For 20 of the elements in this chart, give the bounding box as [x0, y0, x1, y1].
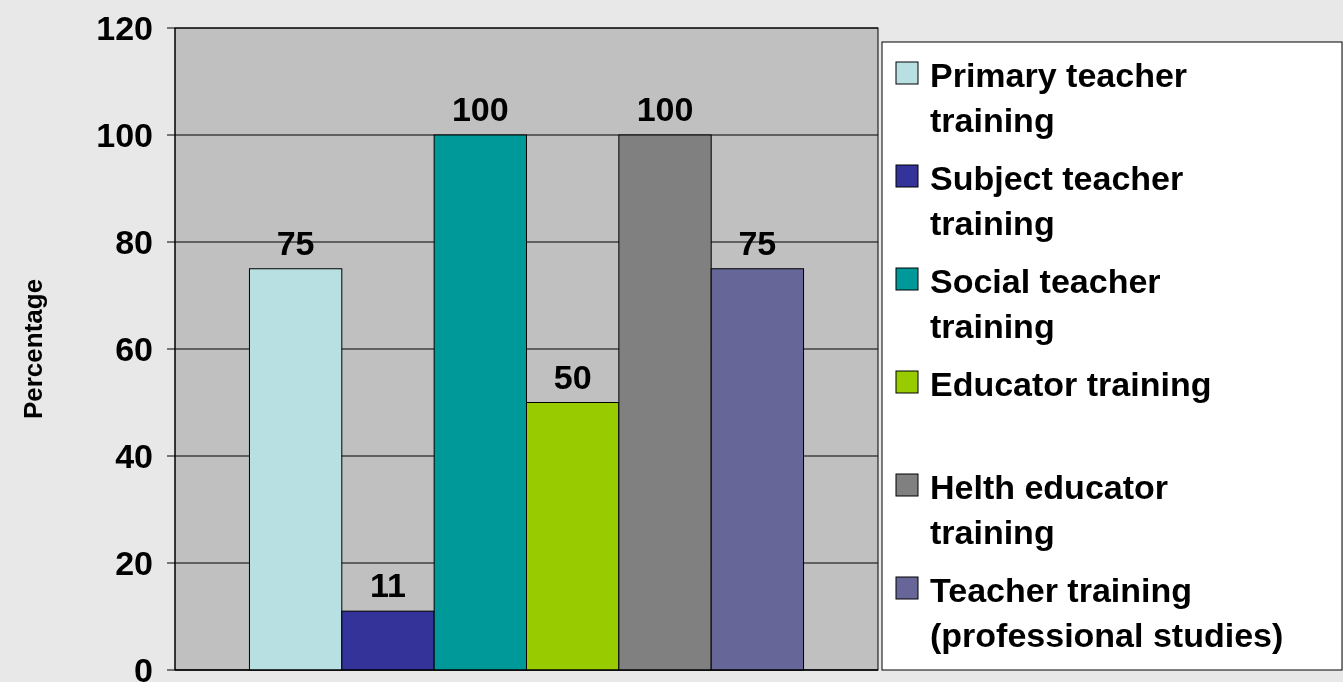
y-tick-label: 80: [115, 222, 153, 261]
legend-label: Educator training: [930, 364, 1212, 403]
legend-label: Primary teacher training: [930, 55, 1188, 139]
legend-label: Social teacher training: [930, 261, 1161, 345]
y-tick-label: 0: [134, 650, 153, 682]
legend-label: Teacher training (professional studies): [930, 570, 1284, 654]
data-label: 75: [738, 223, 777, 262]
data-label: 75: [276, 223, 315, 262]
y-tick-label: 40: [115, 436, 153, 475]
y-tick-label: 100: [96, 115, 153, 154]
data-label: 11: [370, 566, 406, 605]
y-tick-label: 20: [115, 543, 153, 582]
data-label: 50: [553, 357, 592, 396]
data-label: 100: [451, 90, 509, 128]
y-tick-label: 120: [96, 8, 153, 47]
y-axis-title: Percentage: [18, 278, 48, 420]
legend-label: Helth educator training: [930, 467, 1169, 551]
data-label: 100: [636, 90, 694, 128]
legend-label: Subject teacher training: [930, 158, 1184, 242]
y-tick-label: 60: [115, 329, 153, 368]
